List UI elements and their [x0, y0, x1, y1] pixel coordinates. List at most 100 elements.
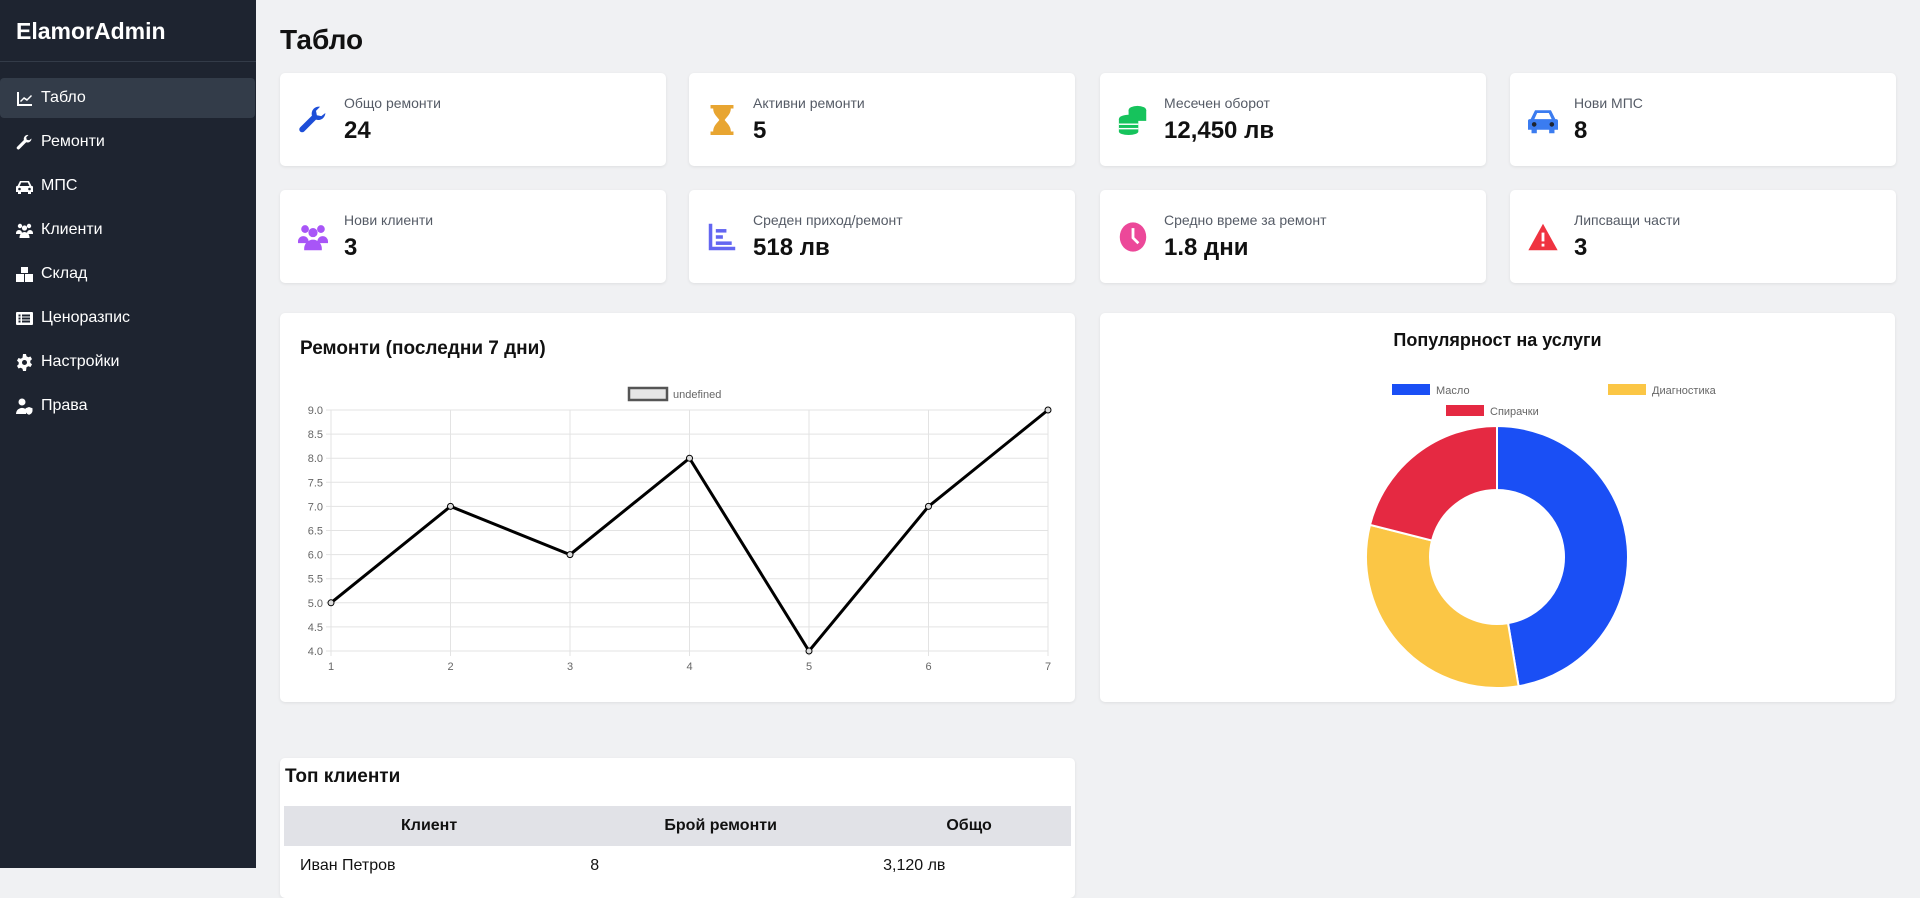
- sidebar-item-label: Ремонти: [41, 133, 105, 150]
- car-icon: [16, 180, 33, 194]
- stat-label: Нови клиенти: [344, 211, 434, 228]
- y-tick-label: 5.5: [308, 574, 323, 586]
- x-tick-label: 5: [806, 661, 812, 673]
- legend-swatch: [1446, 405, 1484, 416]
- y-tick-label: 5.0: [308, 598, 323, 610]
- legend-swatch: [1608, 384, 1646, 395]
- stat-card: Общо ремонти 24: [280, 73, 666, 166]
- stat-card: Активни ремонти 5: [689, 73, 1075, 166]
- stat-card: Среден приход/ремонт 518 лв: [689, 190, 1075, 283]
- stat-card: Нови МПС 8: [1510, 73, 1896, 166]
- x-tick-label: 6: [925, 661, 931, 673]
- legend-label[interactable]: Диагностика: [1652, 385, 1717, 397]
- data-point[interactable]: [805, 647, 813, 655]
- stat-label: Среден приход/ремонт: [753, 211, 903, 228]
- sidebar-item-0[interactable]: Табло: [0, 78, 255, 118]
- legend-swatch: [1392, 384, 1430, 395]
- data-point[interactable]: [1044, 406, 1052, 414]
- car-icon: [1528, 109, 1558, 133]
- table-row[interactable]: Иван Петров 8 3,120 лв: [284, 846, 1071, 886]
- sidebar: ElamorAdmin Табло Ремонти МПС Клиенти Склад Ц…: [0, 0, 256, 868]
- stat-card: Нови клиенти 3: [280, 190, 666, 283]
- sidebar-item-1[interactable]: Ремонти: [0, 122, 255, 162]
- user-shield-icon: [16, 398, 33, 415]
- stat-label: Месечен оборот: [1164, 94, 1270, 111]
- page-title: Табло: [280, 24, 364, 55]
- sidebar-item-4[interactable]: Склад: [0, 254, 255, 294]
- wrench-icon: [16, 134, 32, 149]
- legend-label[interactable]: Масло: [1436, 385, 1470, 397]
- stat-value: 1.8 дни: [1164, 233, 1249, 261]
- sidebar-item-label: Табло: [41, 89, 86, 106]
- stat-value: 518 лв: [753, 233, 830, 261]
- line-chart-title: Ремонти (последни 7 дни): [300, 338, 546, 359]
- stat-card: Средно време за ремонт 1.8 дни: [1100, 190, 1486, 283]
- pie-chart-title: Популярност на услуги: [1393, 330, 1602, 350]
- data-point[interactable]: [327, 599, 335, 607]
- donut-slice[interactable]: [1365, 523, 1520, 689]
- data-point[interactable]: [686, 454, 693, 462]
- gear-icon: [17, 353, 32, 371]
- warning-icon: [1528, 223, 1558, 250]
- line-chart: 4.0 4.5 5.0 5.5 6.0 6.5 7.0 7.5 8.0 8.5 9.0 1 2 3 4 5 6 7…: [308, 386, 1052, 673]
- x-tick-label: 3: [567, 661, 573, 673]
- top-clients-card: Топ клиенти Клиент Брой ремонти Общо Ива…: [280, 758, 1075, 898]
- data-point[interactable]: [925, 502, 932, 510]
- clock-icon: [1119, 221, 1147, 252]
- hourglass-icon: [710, 104, 734, 135]
- sidebar-item-label: Настройки: [41, 353, 120, 370]
- stat-card: Месечен оборот 12,450 лв: [1100, 73, 1486, 166]
- sidebar-item-7[interactable]: Права: [0, 386, 255, 426]
- coins-icon: [1118, 105, 1147, 135]
- donut-slice[interactable]: [1368, 424, 1498, 542]
- stat-value: 3: [1574, 233, 1588, 261]
- donut-slice[interactable]: [1496, 424, 1629, 688]
- y-tick-label: 4.5: [308, 622, 323, 634]
- stat-value: 24: [344, 116, 371, 144]
- y-tick-label: 6.0: [308, 550, 323, 562]
- stat-value: 12,450 лв: [1164, 116, 1275, 144]
- chart-line-icon: [17, 91, 32, 106]
- brand-logo: ElamorAdmin: [0, 0, 256, 62]
- data-point[interactable]: [447, 502, 454, 510]
- chart-bar-icon: [708, 223, 736, 250]
- stat-value: 8: [1574, 116, 1588, 144]
- main-content: Табло Общо ремонти 24 Активни ремонти 5 Месе…: [256, 0, 1920, 898]
- top-clients-title: Топ клиенти: [285, 766, 401, 787]
- stat-label: Средно време за ремонт: [1164, 211, 1327, 228]
- client-total: 3,120 лв: [883, 857, 946, 874]
- sidebar-item-label: Клиенти: [41, 221, 103, 238]
- repairs-chart-card: Ремонти (последни 7 дни) 4.0 4.5 5.0 5.5 6.0…: [280, 313, 1075, 702]
- y-tick-label: 8.0: [308, 453, 323, 465]
- sidebar-item-label: Права: [41, 397, 88, 414]
- column-header-total[interactable]: Общо: [867, 806, 1071, 846]
- stat-value: 3: [344, 233, 358, 261]
- sidebar-item-5[interactable]: Ценоразпис: [0, 298, 255, 338]
- column-header-repairs[interactable]: Брой ремонти: [574, 806, 868, 846]
- y-tick-label: 7.5: [308, 477, 323, 489]
- legend-label[interactable]: undefined: [673, 389, 721, 401]
- users-icon: [298, 224, 328, 250]
- top-clients-table: Клиент Брой ремонти Общо Иван Петров 8 3…: [284, 806, 1071, 886]
- stat-label: Липсващи части: [1574, 211, 1681, 228]
- x-tick-label: 4: [686, 661, 692, 673]
- sidebar-item-label: МПС: [41, 177, 78, 194]
- sidebar-item-3[interactable]: Клиенти: [0, 210, 255, 250]
- sidebar-item-label: Ценоразпис: [41, 309, 131, 326]
- y-tick-label: 6.5: [308, 526, 323, 538]
- x-tick-label: 2: [447, 661, 453, 673]
- stat-label: Нови МПС: [1574, 94, 1643, 111]
- column-header-client[interactable]: Клиент: [284, 806, 575, 846]
- client-name: Иван Петров: [300, 857, 396, 874]
- y-tick-label: 8.5: [308, 429, 323, 441]
- services-chart-card: Популярност на услуги Масло Диагностика Сп…: [1100, 313, 1895, 702]
- y-tick-label: 9.0: [308, 405, 323, 417]
- wrench-icon: [299, 106, 326, 132]
- stat-value: 5: [753, 116, 767, 144]
- repair-count: 8: [590, 857, 600, 874]
- data-point[interactable]: [566, 551, 574, 559]
- x-tick-label: 1: [328, 661, 334, 673]
- sidebar-item-2[interactable]: МПС: [0, 166, 255, 206]
- sidebar-item-6[interactable]: Настройки: [0, 342, 255, 382]
- legend-label[interactable]: Спирачки: [1490, 406, 1539, 418]
